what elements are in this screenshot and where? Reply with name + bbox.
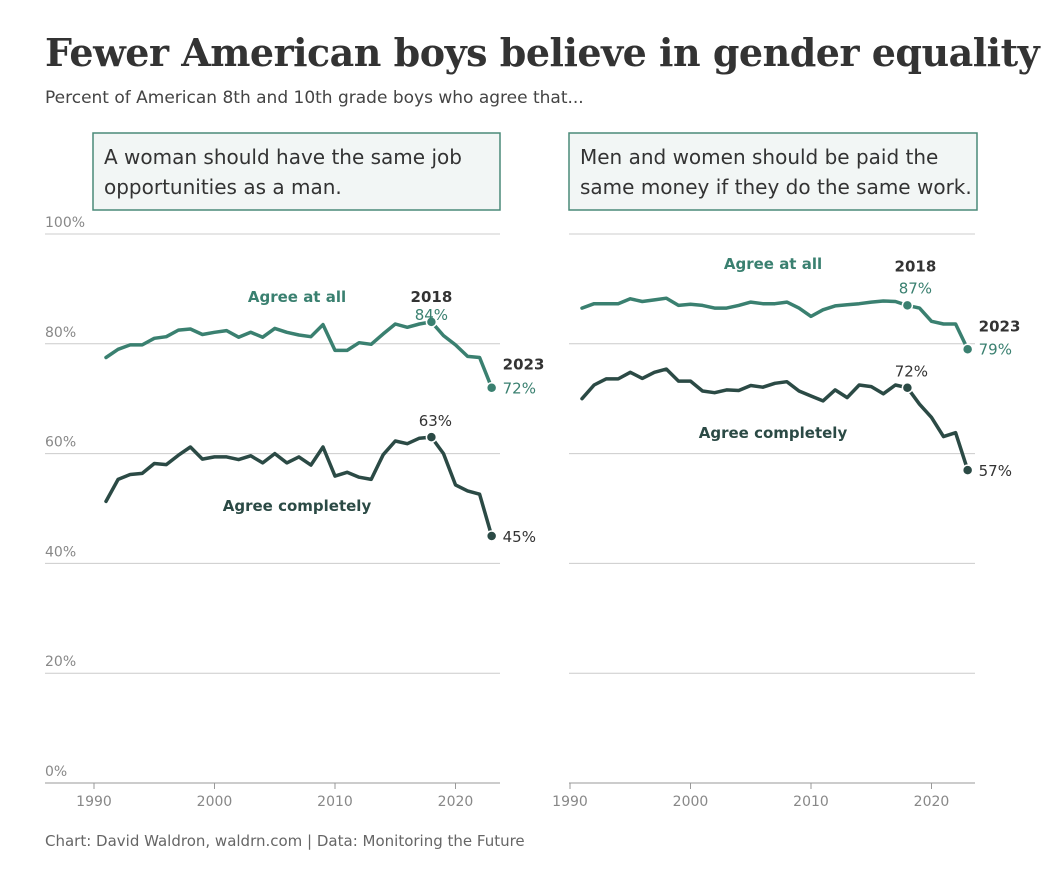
annotation-value: 84% <box>415 306 448 324</box>
annotation-value: 63% <box>419 412 452 430</box>
annotation-dot <box>901 381 914 394</box>
series-label: Agree completely <box>223 497 372 515</box>
x-tick-label: 1990 <box>552 794 588 810</box>
x-tick-label: 2010 <box>793 794 829 810</box>
series-label: Agree at all <box>248 288 346 306</box>
annotation-value: 45% <box>503 528 536 546</box>
x-tick-label: 2000 <box>673 794 709 810</box>
panel-title-line: Men and women should be paid the <box>580 145 938 169</box>
x-tick-label: 2000 <box>197 794 233 810</box>
annotation-year: 2018 <box>411 288 453 306</box>
y-tick-label: 60% <box>45 435 76 451</box>
y-tick-label: 20% <box>45 654 76 670</box>
chart-subtitle: Percent of American 8th and 10th grade b… <box>45 88 584 108</box>
series-label: Agree completely <box>699 424 848 442</box>
annotation-dot <box>425 316 438 328</box>
annotation-dot <box>425 431 438 443</box>
x-tick-label: 2020 <box>438 794 474 810</box>
annotation-dot <box>901 299 914 312</box>
annotation-value: 79% <box>979 340 1012 358</box>
annotation-value: 72% <box>503 380 536 398</box>
annotation-value: 57% <box>979 462 1012 480</box>
annotation-dot <box>485 530 498 542</box>
y-tick-label: 40% <box>45 544 76 560</box>
chart-panel-1: 0% 20% 40% 60% 80% 100% 1990 2000 2010 2020 A woma… <box>45 132 545 810</box>
y-tick-label: 80% <box>45 325 76 341</box>
series-line <box>104 320 494 390</box>
x-tick-label: 2020 <box>914 794 950 810</box>
annotation-year: 2023 <box>503 356 545 374</box>
annotation-dot <box>485 381 498 394</box>
y-tick-label: 100% <box>45 215 85 231</box>
x-tick-label: 1990 <box>76 794 112 810</box>
chart-title: Fewer American boys believe in gender eq… <box>45 30 1040 75</box>
panel-title-line: same money if they do the same work. <box>580 175 972 199</box>
chart-panel-2: 1990 2000 2010 2020 Men and women should be … <box>552 132 1021 810</box>
annotation-value: 72% <box>895 363 928 381</box>
panel-title-line: A woman should have the same job <box>104 145 462 169</box>
x-tick-label: 2010 <box>317 794 353 810</box>
annotation-year: 2023 <box>979 317 1021 335</box>
annotation-value: 87% <box>899 279 932 297</box>
annotation-dot <box>961 343 974 356</box>
panel-title-line: opportunities as a man. <box>104 175 342 199</box>
series-label: Agree at all <box>724 255 822 273</box>
annotation-dot <box>961 464 974 476</box>
panel-title-box <box>92 132 501 211</box>
annotation-year: 2018 <box>895 257 937 275</box>
y-tick-label: 0% <box>45 764 67 780</box>
panel-title-box <box>568 132 978 211</box>
chart-source: Chart: David Waldron, waldrn.com | Data:… <box>45 832 525 850</box>
series-line <box>104 435 494 538</box>
